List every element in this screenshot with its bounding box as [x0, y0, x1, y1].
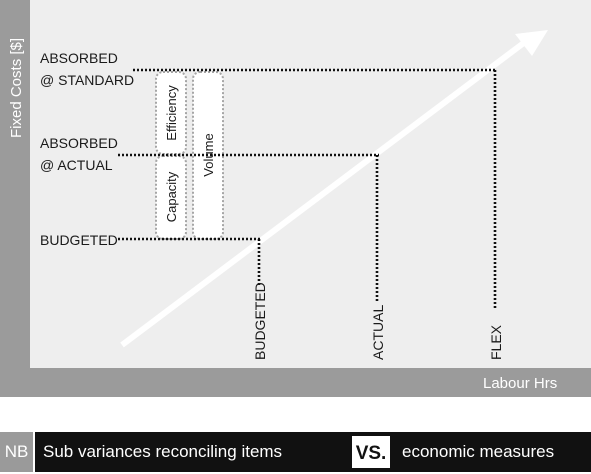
actual-hours-label: ACTUAL: [370, 305, 386, 360]
absorbed-actual-label: ABSORBED @ ACTUAL: [40, 135, 122, 173]
volume-label: Volume: [201, 133, 216, 176]
cost-line-arrowhead: [515, 30, 548, 56]
y-axis-title: Fixed Costs [$]: [8, 38, 25, 138]
absorbed-standard-label: ABSORBED @ STANDARD: [40, 50, 134, 88]
efficiency-label: Efficiency: [164, 85, 179, 141]
nb-tag: NB: [0, 432, 35, 472]
x-axis-title: Labour Hrs: [483, 375, 557, 392]
budgeted-hours-label: BUDGETED: [252, 282, 268, 360]
note-right-text: economic measures: [402, 442, 555, 461]
cost-line: [120, 39, 527, 348]
cost-volume-diagram: Fixed Costs [$] Labour Hrs ABSORBED @ ST…: [0, 0, 591, 397]
vs-badge: VS.: [350, 434, 392, 470]
note-bar: NB Sub variances reconciling items VS. e…: [0, 432, 591, 472]
capacity-label: Capacity: [164, 171, 179, 222]
flex-hours-label: FLEX: [488, 324, 504, 360]
budgeted-cost-label: BUDGETED: [40, 232, 118, 248]
note-left-text: Sub variances reconciling items: [43, 442, 283, 461]
